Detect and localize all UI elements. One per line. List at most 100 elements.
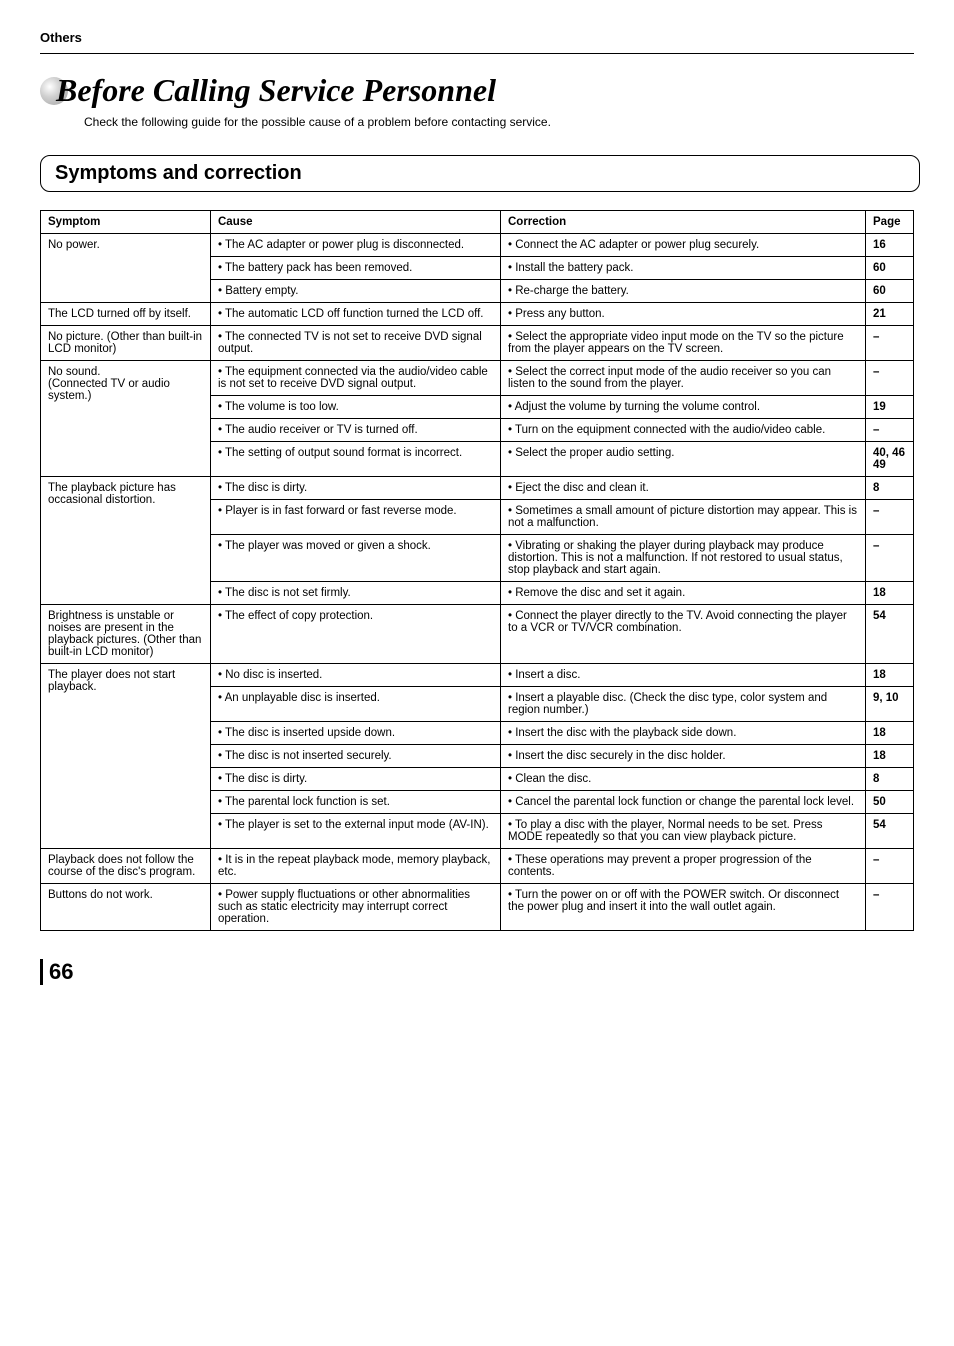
page-cell: 18 [866,582,914,605]
table-body: No power.• The AC adapter or power plug … [41,234,914,931]
table-row: The playback picture has occasional dist… [41,477,914,500]
correction-cell: • Sometimes a small amount of picture di… [501,500,866,535]
cause-cell: • It is in the repeat playback mode, mem… [211,849,501,884]
cause-cell: • The setting of output sound format is … [211,442,501,477]
correction-cell: • Install the battery pack. [501,257,866,280]
cause-cell: • Power supply fluctuations or other abn… [211,884,501,931]
footer-page-number: 66 [40,959,914,985]
symptom-cell: No sound. (Connected TV or audio system.… [41,361,211,477]
correction-cell: • Vibrating or shaking the player during… [501,535,866,582]
cause-cell: • The equipment connected via the audio/… [211,361,501,396]
page-cell: 16 [866,234,914,257]
page-cell: 8 [866,477,914,500]
page-cell: 18 [866,745,914,768]
correction-cell: • Connect the player directly to the TV.… [501,605,866,664]
page-cell: – [866,326,914,361]
cause-cell: • Player is in fast forward or fast reve… [211,500,501,535]
cause-cell: • No disc is inserted. [211,664,501,687]
symptom-cell: Playback does not follow the course of t… [41,849,211,884]
footer-bar-icon [40,959,43,985]
table-row: The player does not start playback.• No … [41,664,914,687]
correction-cell: • Select the appropriate video input mod… [501,326,866,361]
page-cell: 19 [866,396,914,419]
symptom-cell: The LCD turned off by itself. [41,303,211,326]
section-heading-box: Symptoms and correction [40,155,920,192]
page-cell: – [866,500,914,535]
header-divider [40,53,914,54]
correction-cell: • Connect the AC adapter or power plug s… [501,234,866,257]
correction-cell: • These operations may prevent a proper … [501,849,866,884]
cause-cell: • The disc is dirty. [211,768,501,791]
page-cell: 60 [866,257,914,280]
correction-cell: • Press any button. [501,303,866,326]
cause-cell: • The disc is not inserted securely. [211,745,501,768]
symptom-cell: No power. [41,234,211,303]
page-cell: 8 [866,768,914,791]
page-cell: – [866,361,914,396]
title-row: Before Calling Service Personnel [40,72,914,109]
correction-cell: • Insert a playable disc. (Check the dis… [501,687,866,722]
col-header-correction: Correction [501,211,866,234]
cause-cell: • The player is set to the external inpu… [211,814,501,849]
correction-cell: • Select the correct input mode of the a… [501,361,866,396]
page-subtitle: Check the following guide for the possib… [84,115,914,129]
cause-cell: • The volume is too low. [211,396,501,419]
cause-cell: • The disc is not set firmly. [211,582,501,605]
page-cell: 18 [866,722,914,745]
page-cell: – [866,849,914,884]
section-label: Others [40,30,914,45]
page-cell: 54 [866,605,914,664]
col-header-page: Page [866,211,914,234]
cause-cell: • The disc is dirty. [211,477,501,500]
correction-cell: • Eject the disc and clean it. [501,477,866,500]
section-heading: Symptoms and correction [55,162,302,184]
table-row: No picture. (Other than built-in LCD mon… [41,326,914,361]
page-cell: – [866,535,914,582]
correction-cell: • Clean the disc. [501,768,866,791]
correction-cell: • Remove the disc and set it again. [501,582,866,605]
cause-cell: • The automatic LCD off function turned … [211,303,501,326]
symptom-cell: The player does not start playback. [41,664,211,849]
page-cell: – [866,884,914,931]
table-row: The LCD turned off by itself.• The autom… [41,303,914,326]
cause-cell: • The battery pack has been removed. [211,257,501,280]
symptom-cell: Buttons do not work. [41,884,211,931]
symptom-cell: Brightness is unstable or noises are pre… [41,605,211,664]
table-row: Playback does not follow the course of t… [41,849,914,884]
table-header-row: Symptom Cause Correction Page [41,211,914,234]
correction-cell: • Select the proper audio setting. [501,442,866,477]
correction-cell: • Insert a disc. [501,664,866,687]
page-cell: 60 [866,280,914,303]
page-title: Before Calling Service Personnel [56,72,496,109]
page-cell: 50 [866,791,914,814]
page-cell: 54 [866,814,914,849]
correction-cell: • To play a disc with the player, Normal… [501,814,866,849]
page-cell: – [866,419,914,442]
page-cell: 18 [866,664,914,687]
table-row: Buttons do not work.• Power supply fluct… [41,884,914,931]
cause-cell: • The AC adapter or power plug is discon… [211,234,501,257]
table-row: Brightness is unstable or noises are pre… [41,605,914,664]
page-cell: 21 [866,303,914,326]
table-row: No power.• The AC adapter or power plug … [41,234,914,257]
cause-cell: • An unplayable disc is inserted. [211,687,501,722]
correction-cell: • Turn on the equipment connected with t… [501,419,866,442]
correction-cell: • Turn the power on or off with the POWE… [501,884,866,931]
correction-cell: • Adjust the volume by turning the volum… [501,396,866,419]
correction-cell: • Cancel the parental lock function or c… [501,791,866,814]
cause-cell: • The effect of copy protection. [211,605,501,664]
correction-cell: • Insert the disc with the playback side… [501,722,866,745]
table-row: No sound. (Connected TV or audio system.… [41,361,914,396]
cause-cell: • The audio receiver or TV is turned off… [211,419,501,442]
cause-cell: • The disc is inserted upside down. [211,722,501,745]
page-number-text: 66 [49,959,73,985]
cause-cell: • Battery empty. [211,280,501,303]
page-cell: 9, 10 [866,687,914,722]
col-header-symptom: Symptom [41,211,211,234]
cause-cell: • The parental lock function is set. [211,791,501,814]
symptom-cell: No picture. (Other than built-in LCD mon… [41,326,211,361]
correction-cell: • Re-charge the battery. [501,280,866,303]
col-header-cause: Cause [211,211,501,234]
correction-cell: • Insert the disc securely in the disc h… [501,745,866,768]
symptom-cell: The playback picture has occasional dist… [41,477,211,605]
